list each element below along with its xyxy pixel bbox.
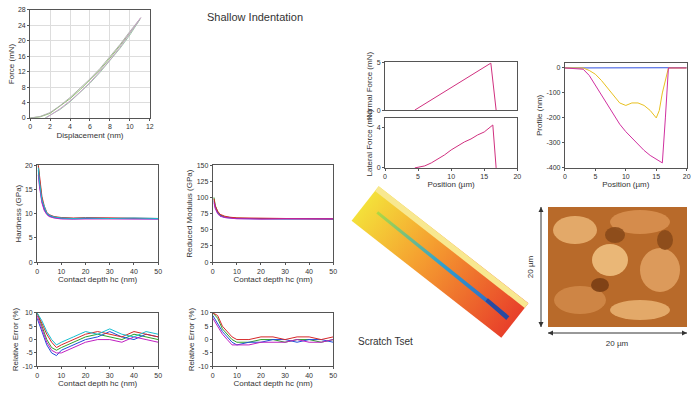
svg-text:-5: -5 <box>202 349 208 356</box>
svg-text:20: 20 <box>683 173 691 180</box>
svg-text:Displacement (nm): Displacement (nm) <box>56 131 123 140</box>
svg-text:4: 4 <box>377 124 381 131</box>
svg-text:40: 40 <box>305 372 313 379</box>
svg-text:0: 0 <box>35 372 39 379</box>
svg-text:10: 10 <box>233 268 241 275</box>
svg-text:0: 0 <box>377 107 381 114</box>
svg-text:10: 10 <box>57 372 65 379</box>
svg-text:2: 2 <box>48 123 52 130</box>
svg-text:10: 10 <box>447 173 455 180</box>
svg-text:30: 30 <box>281 268 289 275</box>
svg-text:10: 10 <box>622 173 630 180</box>
svg-text:4: 4 <box>68 123 72 130</box>
svg-text:-100: -100 <box>546 89 560 96</box>
svg-text:10: 10 <box>126 123 134 130</box>
svg-text:-200: -200 <box>546 114 560 121</box>
svg-text:-10: -10 <box>198 363 208 370</box>
svg-text:Relative Error (%): Relative Error (%) <box>11 307 20 371</box>
svg-text:15: 15 <box>480 173 488 180</box>
svg-text:5: 5 <box>593 173 597 180</box>
svg-text:50: 50 <box>154 268 162 275</box>
svg-text:5: 5 <box>29 234 33 241</box>
svg-text:Position (µm): Position (µm) <box>602 180 650 189</box>
svg-text:0: 0 <box>204 336 208 343</box>
svg-text:100: 100 <box>197 194 209 201</box>
svg-text:0: 0 <box>383 173 387 180</box>
svg-text:Force (mN): Force (mN) <box>7 43 16 84</box>
svg-text:30: 30 <box>281 372 289 379</box>
svg-text:0: 0 <box>29 259 33 266</box>
svg-text:Lateral Force (mN): Lateral Force (mN) <box>365 109 374 176</box>
svg-text:20: 20 <box>513 173 521 180</box>
svg-text:20: 20 <box>257 268 265 275</box>
svg-text:15: 15 <box>25 186 33 193</box>
svg-text:Reduced Modulus (GPa): Reduced Modulus (GPa) <box>185 169 194 257</box>
svg-text:8: 8 <box>22 84 26 91</box>
svg-text:4: 4 <box>22 99 26 106</box>
svg-text:20: 20 <box>18 37 26 44</box>
svg-text:20: 20 <box>25 162 33 169</box>
svg-text:Profile (nm): Profile (nm) <box>535 94 544 136</box>
svg-text:5: 5 <box>377 59 381 66</box>
svg-text:20: 20 <box>82 268 90 275</box>
svg-text:5: 5 <box>29 323 33 330</box>
svg-text:10: 10 <box>57 268 65 275</box>
svg-text:20: 20 <box>257 372 265 379</box>
svg-text:Normal Force (mN): Normal Force (mN) <box>365 52 374 121</box>
svg-text:125: 125 <box>197 178 209 185</box>
svg-text:20 µm: 20 µm <box>526 255 535 278</box>
svg-text:Position (µm): Position (µm) <box>428 180 476 189</box>
svg-text:20: 20 <box>82 372 90 379</box>
svg-text:0: 0 <box>28 123 32 130</box>
svg-text:Contact depth hc (nm): Contact depth hc (nm) <box>233 379 312 388</box>
svg-text:10: 10 <box>25 210 33 217</box>
svg-text:-5: -5 <box>26 349 32 356</box>
svg-text:0: 0 <box>563 173 567 180</box>
svg-text:8: 8 <box>108 123 112 130</box>
svg-text:-300: -300 <box>546 139 560 146</box>
svg-text:Relative Error (%): Relative Error (%) <box>187 307 196 371</box>
svg-text:Contact depth hc (nm): Contact depth hc (nm) <box>58 275 137 284</box>
svg-text:0: 0 <box>211 372 215 379</box>
svg-text:12: 12 <box>146 123 154 130</box>
svg-text:40: 40 <box>130 372 138 379</box>
svg-text:16: 16 <box>18 53 26 60</box>
svg-text:0: 0 <box>29 336 33 343</box>
svg-text:25: 25 <box>201 242 209 249</box>
svg-text:10: 10 <box>201 309 209 316</box>
svg-text:5: 5 <box>204 323 208 330</box>
svg-text:0: 0 <box>557 64 561 71</box>
svg-text:30: 30 <box>106 268 114 275</box>
svg-text:150: 150 <box>197 162 209 169</box>
svg-text:50: 50 <box>329 372 337 379</box>
svg-text:12: 12 <box>18 68 26 75</box>
svg-text:0: 0 <box>377 164 381 171</box>
svg-text:0: 0 <box>35 268 39 275</box>
svg-text:20 µm: 20 µm <box>606 339 629 348</box>
svg-text:50: 50 <box>154 372 162 379</box>
svg-text:28: 28 <box>18 6 26 13</box>
svg-text:6: 6 <box>88 123 92 130</box>
svg-text:10: 10 <box>25 309 33 316</box>
svg-text:0: 0 <box>204 259 208 266</box>
svg-text:50: 50 <box>329 268 337 275</box>
svg-text:0: 0 <box>211 268 215 275</box>
svg-text:40: 40 <box>130 268 138 275</box>
svg-text:0: 0 <box>22 114 26 121</box>
svg-text:15: 15 <box>652 173 660 180</box>
svg-text:Hardness (GPa): Hardness (GPa) <box>14 184 23 242</box>
svg-text:24: 24 <box>18 22 26 29</box>
svg-text:30: 30 <box>106 372 114 379</box>
svg-text:50: 50 <box>201 226 209 233</box>
svg-text:Shallow Indentation: Shallow Indentation <box>207 11 303 23</box>
svg-text:Contact depth hc (nm): Contact depth hc (nm) <box>58 379 137 388</box>
svg-text:-10: -10 <box>23 363 33 370</box>
svg-text:Scratch Tset: Scratch Tset <box>358 336 413 347</box>
svg-text:5: 5 <box>416 173 420 180</box>
svg-text:Contact depth hc (nm): Contact depth hc (nm) <box>233 275 312 284</box>
svg-text:75: 75 <box>201 210 209 217</box>
svg-text:-400: -400 <box>546 164 560 171</box>
svg-text:40: 40 <box>305 268 313 275</box>
svg-text:10: 10 <box>233 372 241 379</box>
